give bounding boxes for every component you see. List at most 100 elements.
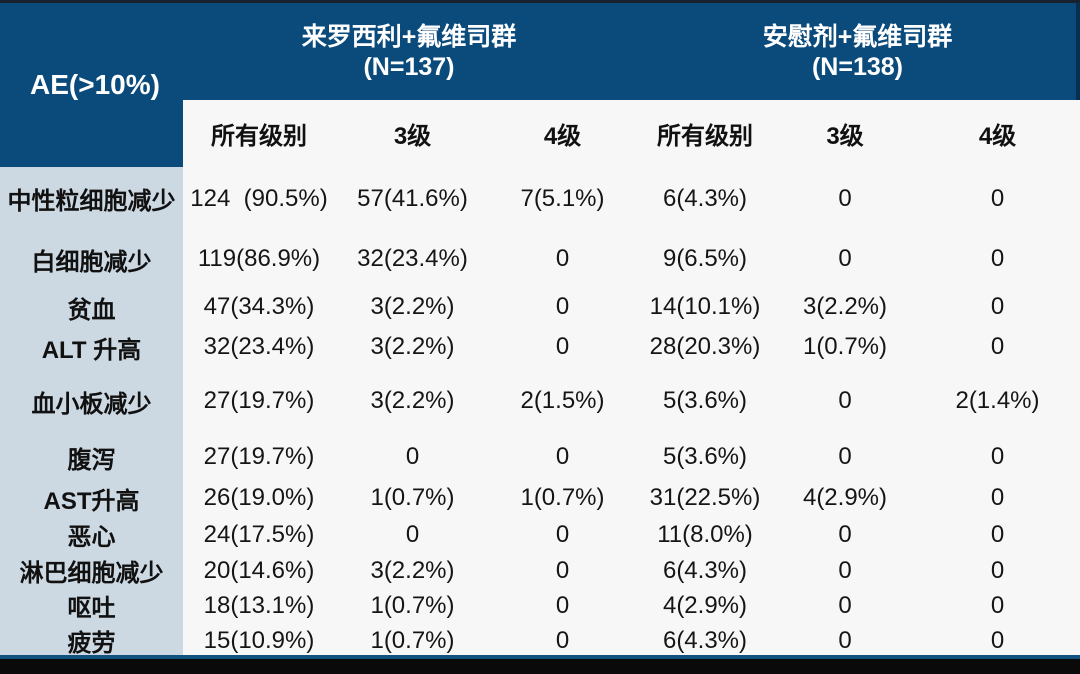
ae-value-cell: 32(23.4%) — [357, 245, 468, 272]
ae-value-cell: 0 — [838, 520, 852, 548]
table-row: 淋巴细胞减少 20(14.6%) 3(2.2%) 0 6(4.3%) 0 0 — [0, 553, 1080, 588]
ae-value-cell: 57(41.6%) — [357, 184, 468, 212]
ae-value-cell: 18(13.1%) — [203, 591, 315, 619]
bottom-black-bar — [0, 659, 1080, 674]
ae-value-cell: 0 — [990, 520, 1005, 548]
group-header-placebo-n: (N=138) — [811, 52, 903, 81]
ae-value-cell: 6(4.3%) — [662, 626, 748, 654]
ae-value-cell: 32(23.4%) — [203, 333, 315, 360]
group-header-placebo: 安慰剂+氟维司群 (N=138) — [635, 3, 1080, 100]
ae-row-label: ALT 升高 — [0, 326, 183, 368]
ae-value-cell: 4(2.9%) — [662, 591, 748, 619]
ae-value-cell: 3(2.2%) — [370, 293, 455, 320]
subheader-all-grades-2: 所有级别 — [657, 123, 753, 150]
ae-value-cell: 2(1.5%) — [520, 387, 605, 414]
ae-value-cell: 7(5.1%) — [520, 184, 605, 212]
table-row: 恶心 24(17.5%) 0 0 11(8.0%) 0 0 — [0, 516, 1080, 553]
ae-value-cell: 5(3.6%) — [662, 443, 748, 470]
ae-value-cell: 9(6.5%) — [662, 245, 748, 272]
ae-value-cell: 0 — [405, 520, 420, 548]
ae-value-cell: 0 — [990, 333, 1005, 360]
ae-value-cell: 3(2.2%) — [370, 556, 455, 584]
subheader-grade3-1: 3级 — [393, 123, 432, 150]
ae-value-cell: 0 — [405, 443, 420, 470]
ae-value-cell: 27(19.7%) — [203, 387, 315, 414]
ae-value-cell: 0 — [555, 556, 570, 584]
subheader-grade4-1: 4级 — [543, 123, 582, 150]
ae-value-cell: 3(2.2%) — [370, 333, 455, 360]
ae-value-cell: 0 — [838, 591, 852, 619]
ae-value-cell: 3(2.2%) — [370, 387, 455, 414]
subheader-grade3-2: 3级 — [826, 123, 864, 150]
ae-value-cell: 0 — [838, 245, 852, 272]
group-header-placebo-label: 安慰剂+氟维司群 — [762, 22, 953, 51]
ae-value-cell: 119(86.9%) — [197, 245, 321, 272]
ae-value-cell: 124 (90.5%) — [190, 184, 328, 212]
ae-value-cell: 4(2.9%) — [802, 484, 888, 511]
ae-value-cell: 11(8.0%) — [657, 520, 753, 548]
ae-value-cell: 2(1.4%) — [955, 387, 1040, 414]
ae-row-label: 贫血 — [0, 288, 183, 326]
ae-value-cell: 6(4.3%) — [662, 556, 748, 584]
table-row: 贫血 47(34.3%) 3(2.2%) 0 14(10.1%) 3(2.2%)… — [0, 288, 1080, 326]
bottom-blue-line — [0, 655, 1080, 659]
ae-row-label: AST升高 — [0, 480, 183, 516]
ae-value-cell: 0 — [838, 626, 852, 654]
table-row: 腹泻 27(19.7%) 0 0 5(3.6%) 0 0 — [0, 434, 1080, 480]
ae-value-cell: 0 — [990, 591, 1005, 619]
subheader-grade4-2: 4级 — [978, 123, 1017, 150]
ae-value-cell: 0 — [555, 293, 570, 320]
ae-value-cell: 0 — [555, 443, 570, 470]
ae-value-cell: 27(19.7%) — [203, 443, 315, 470]
ae-value-cell: 0 — [990, 484, 1005, 511]
table-row: ALT 升高 32(23.4%) 3(2.2%) 0 28(20.3%) 1(0… — [0, 326, 1080, 368]
ae-value-cell: 20(14.6%) — [203, 556, 315, 584]
ae-value-cell: 28(20.3%) — [649, 333, 761, 360]
table-row: 疲劳 15(10.9%) 1(0.7%) 0 6(4.3%) 0 0 — [0, 623, 1080, 658]
subheader-spacer — [0, 100, 183, 167]
ae-value-cell: 0 — [838, 387, 852, 414]
ae-value-cell: 15(10.9%) — [203, 626, 315, 654]
ae-value-cell: 24(17.5%) — [203, 520, 315, 548]
ae-row-label: 疲劳 — [0, 623, 183, 658]
ae-value-cell: 0 — [990, 556, 1005, 584]
ae-row-label: 恶心 — [0, 516, 183, 553]
ae-row-label: 白细胞减少 — [0, 230, 183, 288]
ae-value-cell: 0 — [990, 626, 1005, 654]
table-row: 中性粒细胞减少 124 (90.5%) 57(41.6%) 7(5.1%) 6(… — [0, 167, 1080, 230]
table-row: 白细胞减少 119(86.9%) 32(23.4%) 0 9(6.5%) 0 0 — [0, 230, 1080, 288]
table-row: 呕吐 18(13.1%) 1(0.7%) 0 4(2.9%) 0 0 — [0, 588, 1080, 623]
ae-value-cell: 31(22.5%) — [649, 484, 761, 511]
ae-value-cell: 0 — [990, 293, 1005, 320]
group-header-treatment-n: (N=137) — [363, 52, 455, 81]
ae-corner-cell: AE(>10%) — [0, 3, 183, 167]
table-row: 血小板减少 27(19.7%) 3(2.2%) 2(1.5%) 5(3.6%) … — [0, 368, 1080, 434]
ae-value-cell: 5(3.6%) — [662, 387, 748, 414]
ae-value-cell: 0 — [555, 333, 570, 360]
ae-value-cell: 1(0.7%) — [370, 591, 455, 619]
ae-value-cell: 0 — [555, 626, 570, 654]
ae-value-cell: 0 — [990, 443, 1005, 470]
ae-value-cell: 1(0.7%) — [802, 333, 888, 360]
ae-value-cell: 0 — [555, 591, 570, 619]
subheader-all-grades-1: 所有级别 — [211, 123, 307, 150]
ae-row-label: 中性粒细胞减少 — [0, 167, 183, 230]
ae-value-cell: 1(0.7%) — [370, 484, 455, 511]
ae-value-cell: 0 — [990, 184, 1005, 212]
ae-row-label: 淋巴细胞减少 — [0, 553, 183, 588]
group-header-treatment-label: 来罗西利+氟维司群 — [301, 22, 517, 51]
ae-value-cell: 6(4.3%) — [662, 184, 748, 212]
ae-data-table: 中性粒细胞减少 124 (90.5%) 57(41.6%) 7(5.1%) 6(… — [0, 167, 1080, 658]
ae-value-cell: 0 — [838, 184, 852, 212]
ae-value-cell: 1(0.7%) — [520, 484, 605, 511]
ae-value-cell: 26(19.0%) — [203, 484, 315, 511]
subheader-row: 所有级别 3级 4级 所有级别 3级 4级 — [0, 100, 1080, 167]
ae-value-cell: 0 — [990, 245, 1005, 272]
ae-value-cell: 0 — [555, 520, 570, 548]
top-edge-bar — [0, 0, 1080, 3]
ae-value-cell: 47(34.3%) — [203, 293, 315, 320]
group-header-treatment: 来罗西利+氟维司群 (N=137) — [183, 3, 635, 100]
ae-value-cell: 0 — [838, 443, 852, 470]
ae-value-cell: 0 — [838, 556, 852, 584]
